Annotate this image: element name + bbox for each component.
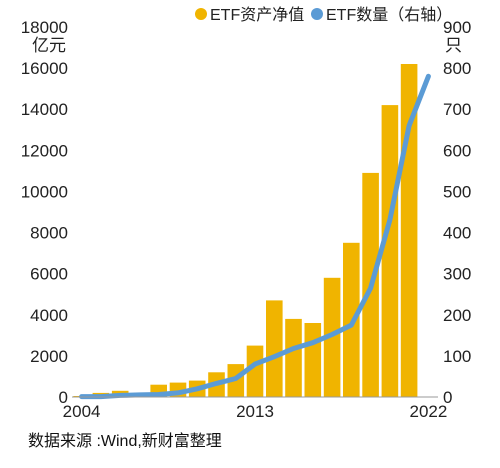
right-tick-label: 600 [443, 141, 471, 160]
bar-2020 [381, 105, 399, 397]
left-tick-label: 18000 [21, 18, 68, 37]
right-tick-label: 100 [443, 347, 471, 366]
right-tick-label: 700 [443, 100, 471, 119]
legend-swatch-assets [195, 8, 207, 20]
count-line [79, 73, 431, 400]
legend-label-assets: ETF资产净值 [210, 6, 304, 24]
left-axis-ticks: 0 2000 4000 6000 8000 10000 12000 14000 16000 180… [21, 18, 68, 407]
line-series [79, 73, 431, 400]
source-note: 数据来源 :Wind,新财富整理 [28, 432, 222, 450]
left-tick-label: 2000 [30, 347, 68, 366]
right-tick-label: 900 [443, 18, 471, 37]
right-axis-ticks: 0 100 200 300 400 500 600 700 800 900 [443, 18, 471, 407]
legend-swatch-count [311, 8, 323, 20]
x-tick-label: 2013 [236, 402, 274, 421]
x-axis-ticks: 2004 2013 2022 [63, 402, 448, 421]
left-tick-label: 4000 [30, 306, 68, 325]
x-tick-label: 2022 [409, 402, 447, 421]
right-tick-label: 0 [443, 388, 452, 407]
left-tick-label: 0 [59, 388, 68, 407]
bar-2015 [285, 318, 302, 397]
bar-2014 [266, 300, 283, 397]
bar-2016 [304, 323, 322, 397]
right-tick-label: 500 [443, 182, 471, 201]
left-tick-label: 8000 [30, 224, 68, 243]
bar-series [73, 64, 418, 397]
x-tick-label: 2004 [63, 402, 101, 421]
left-tick-label: 16000 [21, 59, 68, 78]
right-tick-label: 300 [443, 265, 471, 284]
right-axis-unit: 只 [445, 36, 462, 55]
left-tick-label: 10000 [21, 182, 68, 201]
bar-2013 [246, 345, 264, 397]
legend-label-count: ETF数量（右轴） [326, 6, 452, 24]
right-tick-label: 200 [443, 306, 471, 325]
left-tick-label: 12000 [21, 141, 68, 160]
legend: ETF资产净值 ETF数量（右轴） [195, 6, 452, 24]
left-tick-label: 14000 [21, 100, 68, 119]
right-tick-label: 400 [443, 224, 471, 243]
bar-2017 [323, 277, 341, 397]
left-tick-label: 6000 [30, 265, 68, 284]
right-tick-label: 800 [443, 59, 471, 78]
left-axis-unit: 亿元 [32, 36, 66, 55]
